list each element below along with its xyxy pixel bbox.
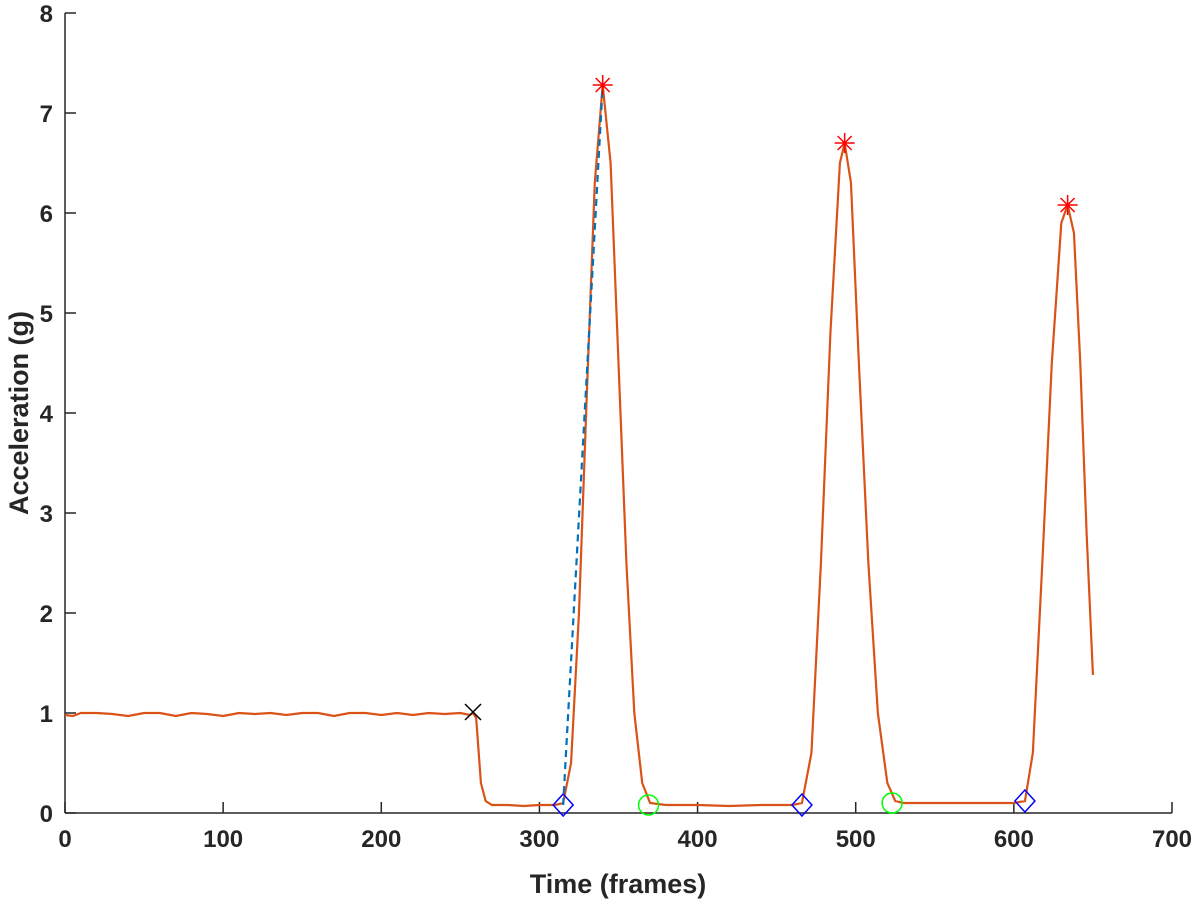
x-tick-label: 0	[58, 826, 71, 853]
x-tick-label: 700	[1152, 826, 1192, 853]
y-tick-label: 3	[40, 501, 53, 528]
x-tick-label: 200	[361, 826, 401, 853]
y-tick-label: 1	[40, 701, 53, 728]
x-tick-label: 600	[994, 826, 1034, 853]
marker-diamond	[1013, 788, 1036, 814]
marker-asterisk	[592, 75, 613, 95]
data-line	[64, 84, 1095, 808]
y-tick-label: 8	[40, 1, 53, 28]
y-tick-label: 4	[40, 401, 54, 428]
y-tick-label: 5	[40, 301, 53, 328]
y-tick-label: 0	[40, 801, 53, 828]
x-tick-label: 400	[678, 826, 718, 853]
marker-diamond	[790, 792, 813, 818]
y-tick-label: 6	[40, 201, 53, 228]
marker-circle	[881, 792, 903, 814]
x-tick-label: 100	[203, 826, 243, 853]
marker-asterisk	[834, 133, 855, 153]
marker-diamond	[552, 792, 575, 818]
data-line	[562, 84, 604, 806]
x-axis-label: Time (frames)	[530, 869, 707, 899]
marker-asterisk	[1057, 195, 1078, 215]
marker-circle	[637, 794, 660, 816]
marker-x	[464, 703, 482, 721]
y-axis-label: Acceleration (g)	[4, 311, 34, 515]
y-tick-label: 7	[40, 101, 53, 128]
x-tick-label: 500	[836, 826, 876, 853]
x-tick-label: 300	[519, 826, 559, 853]
y-tick-label: 2	[40, 601, 53, 628]
